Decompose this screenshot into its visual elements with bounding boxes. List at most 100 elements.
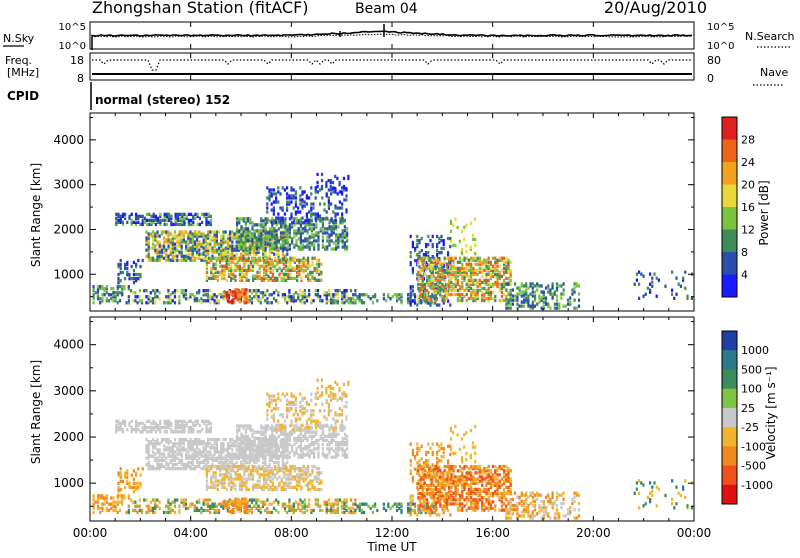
power-cell (236, 217, 238, 220)
power-cell (219, 257, 221, 260)
velocity-cell (240, 433, 242, 436)
power-cell (146, 213, 148, 216)
power-cell (313, 239, 315, 242)
power-cell (128, 215, 130, 218)
velocity-cell (268, 401, 270, 404)
velocity-cell (247, 435, 249, 438)
power-cell (326, 192, 328, 195)
power-cell (343, 177, 345, 180)
power-cell (536, 288, 538, 291)
velocity-cell (163, 438, 165, 441)
power-cell (245, 259, 247, 262)
power-cell (139, 295, 141, 298)
power-cell (256, 237, 258, 240)
velocity-cell (282, 393, 284, 396)
power-cell (303, 261, 305, 264)
power-cell (461, 259, 463, 262)
power-cell (295, 291, 297, 294)
power-cell (330, 202, 332, 205)
power-cell (228, 290, 230, 293)
power-cell (298, 237, 300, 240)
power-cell (310, 212, 312, 215)
velocity-cell (334, 420, 336, 423)
velocity-cell (302, 439, 304, 442)
power-cell (447, 237, 449, 240)
power-cell (259, 257, 261, 260)
power-cell (172, 299, 174, 302)
velocity-cell (346, 447, 348, 450)
power-cell (288, 289, 290, 292)
velocity-cell (341, 420, 343, 423)
power-cell (223, 257, 225, 260)
power-cell (172, 234, 174, 237)
power-cell (481, 287, 483, 290)
power-cell (365, 293, 367, 296)
power-cell (485, 273, 487, 276)
power-cell (547, 284, 549, 287)
power-cell (642, 275, 644, 278)
power-cell (347, 175, 349, 178)
power-cell (444, 295, 446, 298)
velocity-cell (335, 433, 337, 436)
velocity-cell (275, 403, 277, 406)
velocity-cell (192, 453, 194, 456)
power-cell (455, 271, 457, 274)
power-cell (170, 293, 172, 296)
velocity-cell (267, 465, 269, 468)
velocity-cell (334, 381, 336, 384)
velocity-cell (207, 438, 209, 441)
velocity-cell (314, 486, 316, 489)
power-cell (501, 269, 503, 272)
velocity-cell (330, 399, 332, 402)
power-cell (283, 257, 285, 260)
velocity-cell (292, 465, 294, 468)
power-cell (243, 273, 245, 276)
power-cell (249, 217, 251, 220)
power-cell (247, 247, 249, 250)
power-cell (315, 231, 317, 234)
velocity-cell (272, 482, 274, 485)
velocity-cell (301, 424, 303, 427)
velocity-cell (300, 453, 302, 456)
velocity-cell (278, 447, 280, 450)
power-cell (311, 223, 313, 226)
cpid-label: CPID (7, 89, 39, 103)
power-cell (334, 175, 336, 178)
cpid-text: normal (stereo) 152 (95, 93, 230, 107)
power-cell (335, 239, 337, 242)
velocity-cell (312, 409, 314, 412)
velocity-cell (306, 445, 308, 448)
power-cell (198, 289, 200, 292)
velocity-cell (211, 438, 213, 441)
power-cell (156, 230, 158, 233)
power-cell (459, 267, 461, 270)
power-cell (317, 185, 319, 188)
power-cell (108, 293, 110, 296)
power-cell (318, 263, 320, 266)
velocity-cell (275, 399, 277, 402)
power-cell (250, 269, 252, 272)
power-cell (324, 245, 326, 248)
power-cell (203, 299, 205, 302)
power-cell (532, 282, 534, 285)
power-cell (276, 245, 278, 248)
power-cell (472, 267, 474, 270)
power-cell (268, 188, 270, 191)
power-cell (192, 245, 194, 248)
velocity-cell (161, 457, 163, 460)
power-cell (271, 293, 273, 296)
power-cell (673, 297, 675, 300)
power-cell (324, 291, 326, 294)
velocity-cell (262, 431, 264, 434)
velocity-cell (165, 457, 167, 460)
power-cell (651, 281, 653, 284)
power-cell (470, 287, 472, 290)
power-cell (352, 301, 354, 304)
power-cell (152, 289, 154, 292)
power-cell (206, 275, 208, 278)
velocity-cell (237, 473, 239, 476)
power-cell (302, 227, 304, 230)
power-cell (247, 227, 249, 230)
power-cell (543, 301, 545, 304)
power-cell (578, 292, 580, 295)
